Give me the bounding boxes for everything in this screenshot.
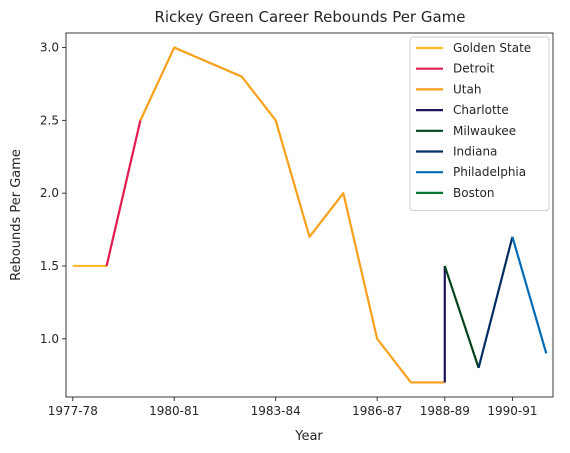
- series-line-detroit: [105, 120, 142, 267]
- x-axis: 1977-78 1980-81 1983-84 1986-87 1988-89 1990-…: [48, 397, 537, 418]
- chart-title: Rickey Green Career Rebounds Per Game: [154, 8, 465, 26]
- series-line-utah: [139, 46, 445, 384]
- legend-label-charlotte: Charlotte: [453, 103, 509, 117]
- series-line-milwaukee: [443, 265, 480, 369]
- x-tick-label: 1986-87: [352, 404, 402, 418]
- y-axis-label: Rebounds Per Game: [9, 149, 24, 281]
- x-tick-label: 1977-78: [48, 404, 98, 418]
- series-line-indiana: [477, 236, 514, 369]
- plot-area: [65, 32, 554, 398]
- legend-label-boston: Boston: [453, 186, 494, 200]
- series-line-philadelphia: [511, 236, 548, 354]
- series-layer: [72, 46, 548, 384]
- y-tick-label: 2.0: [40, 186, 59, 200]
- legend-label-golden-state: Golden State: [453, 41, 531, 55]
- legend-label-philadelphia: Philadelphia: [453, 165, 526, 179]
- x-axis-label: Year: [294, 429, 323, 444]
- y-axis: 1.0 1.5 2.0 2.5 3.0: [40, 41, 66, 346]
- x-tick-label: 1983-84: [251, 404, 301, 418]
- legend-label-milwaukee: Milwaukee: [453, 124, 516, 138]
- legend: Golden State Detroit Utah Charlotte Milwauke…: [409, 36, 550, 212]
- legend-label-detroit: Detroit: [453, 62, 495, 76]
- legend-box: [409, 36, 550, 212]
- y-tick-label: 1.5: [40, 259, 59, 273]
- legend-label-indiana: Indiana: [453, 145, 497, 159]
- x-tick-label: 1990-91: [487, 404, 537, 418]
- legend-label-utah: Utah: [453, 82, 481, 96]
- y-tick-label: 2.5: [40, 113, 59, 127]
- y-tick-label: 3.0: [40, 41, 59, 55]
- y-tick-label: 1.0: [40, 332, 59, 346]
- x-tick-label: 1980-81: [149, 404, 199, 418]
- x-tick-label: 1988-89: [420, 404, 470, 418]
